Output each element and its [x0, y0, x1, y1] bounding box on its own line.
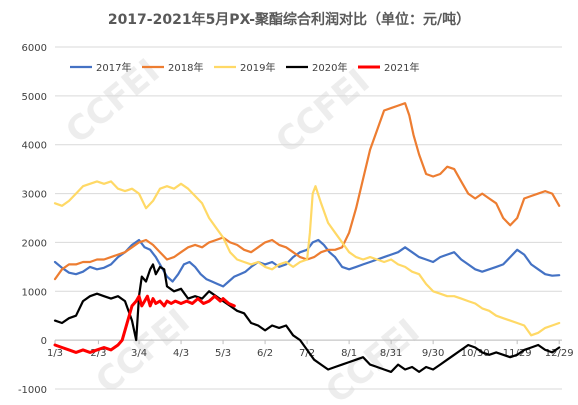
x-tick-label: 9/30: [422, 348, 444, 359]
x-tick-label: 2/3: [90, 348, 106, 359]
x-tick-label: 8/1: [341, 348, 357, 359]
y-tick-label: 4000: [22, 141, 47, 152]
x-tick-label: 8/31: [380, 348, 402, 359]
x-tick-label: 3/4: [131, 348, 147, 359]
x-tick-label: 5/3: [215, 348, 231, 359]
watermark-text: CCFEI: [268, 61, 377, 162]
legend-label: 2021年: [384, 61, 419, 74]
x-tick-label: 10/30: [461, 348, 490, 359]
x-tick-label: 12/29: [545, 348, 574, 359]
series-line: [53, 294, 236, 354]
y-tick-label: 2000: [22, 238, 47, 249]
legend-label: 2020年: [312, 61, 347, 74]
x-tick-label: 6/2: [257, 348, 273, 359]
legend-label: 2017年: [96, 61, 131, 74]
series-line: [53, 180, 561, 337]
y-tick-label: -1000: [18, 385, 47, 396]
x-tick-label: 1/3: [47, 348, 63, 359]
legend-label: 2018年: [168, 61, 203, 74]
y-tick-label: 0: [41, 336, 47, 347]
series-lines: [53, 102, 561, 373]
y-tick-label: 5000: [22, 92, 47, 103]
y-tick-label: 3000: [22, 190, 47, 201]
chart-title: 2017-2021年5月PX-聚酯综合利润对比（单位：元/吨）: [108, 11, 470, 28]
legend: 2017年 2018年 2019年 2020年 2021年: [70, 61, 419, 74]
watermark-text: CCFEI: [318, 311, 427, 405]
series-line: [53, 102, 561, 281]
series-line: [53, 263, 561, 373]
x-tick-label: 7/2: [299, 348, 315, 359]
x-tick-label: 4/3: [173, 348, 189, 359]
y-axis: -1000 0 1000 2000 3000 4000 5000 6000: [18, 43, 47, 396]
y-tick-label: 6000: [22, 43, 47, 54]
legend-label: 2019年: [240, 61, 275, 74]
y-tick-label: 1000: [22, 287, 47, 298]
